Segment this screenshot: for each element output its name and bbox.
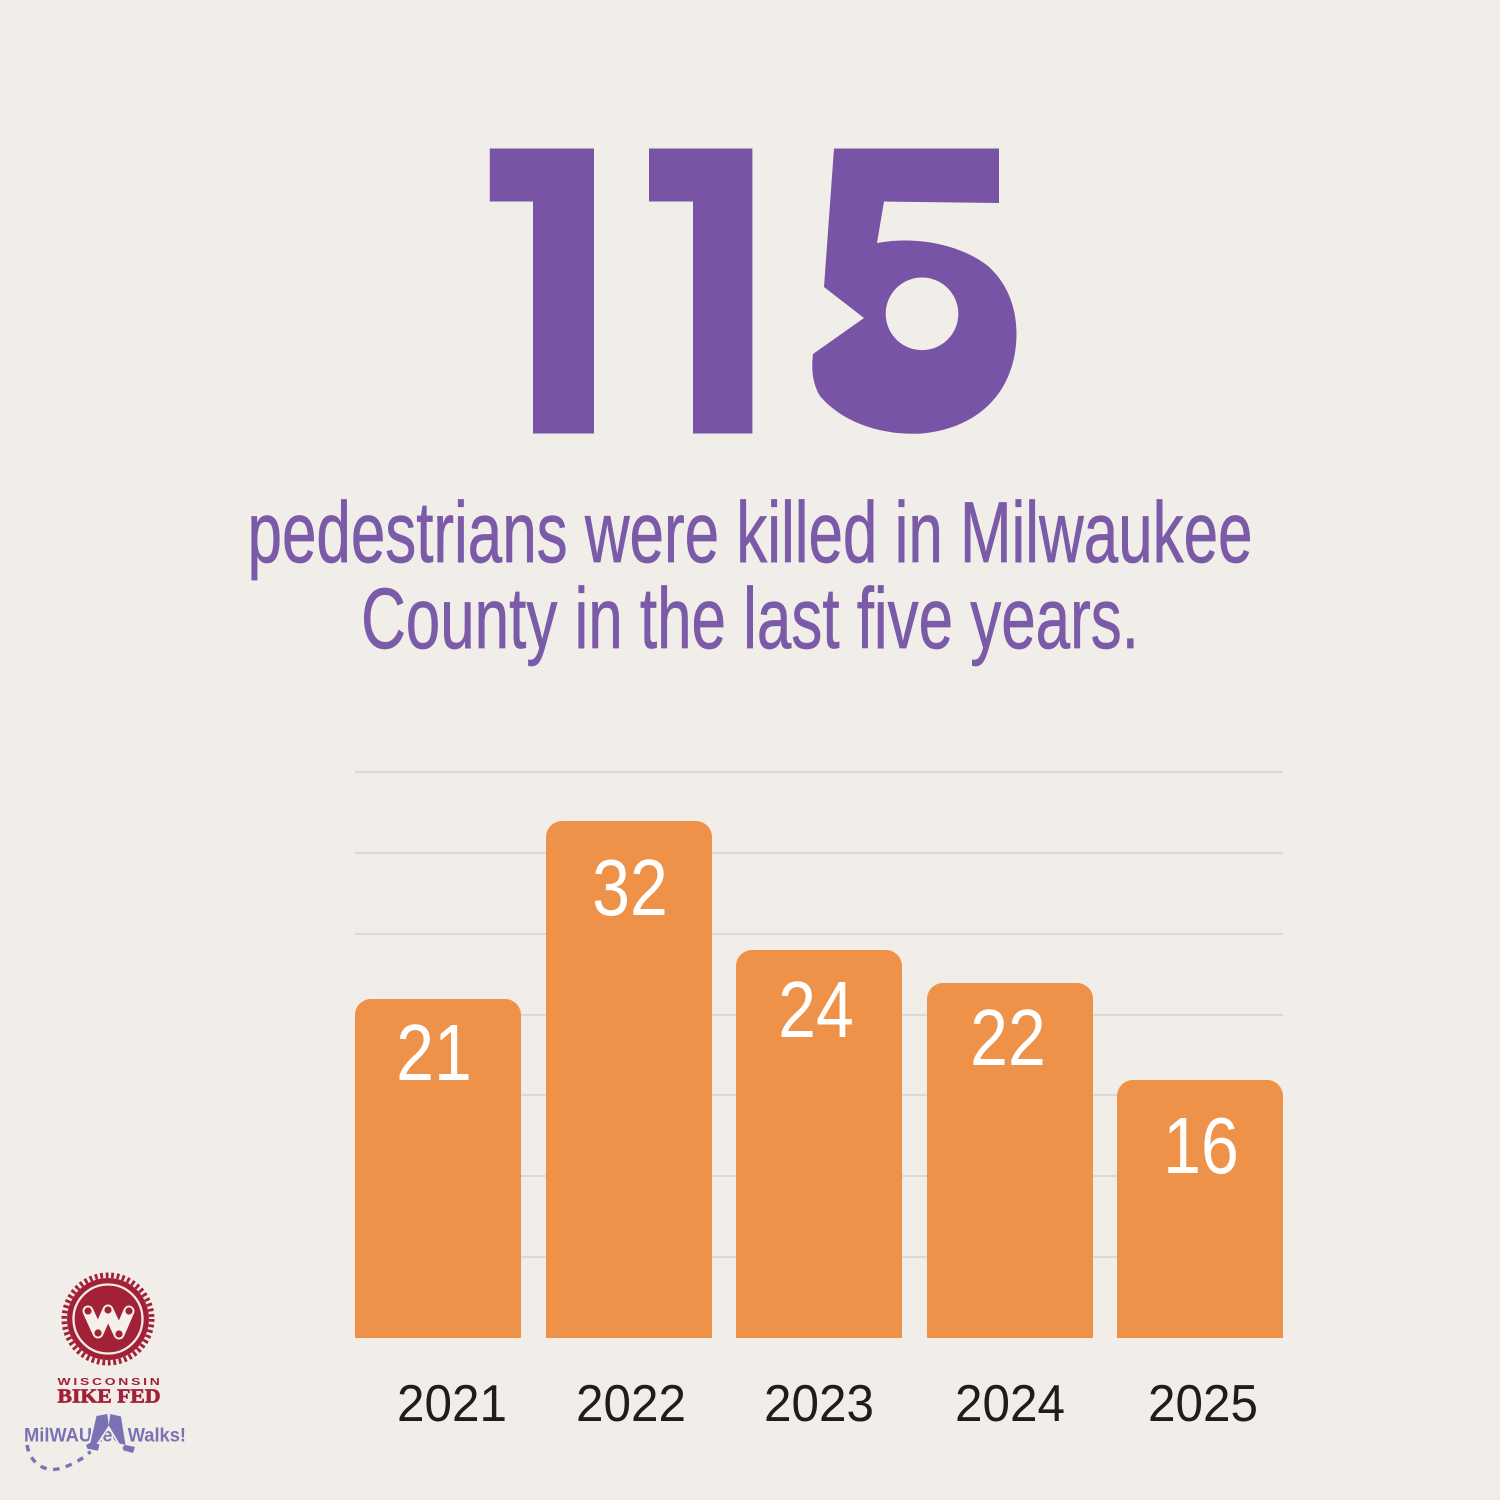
svg-text:WISCONSIN: WISCONSIN bbox=[58, 1377, 163, 1388]
svg-text:BIKE FED: BIKE FED bbox=[58, 1386, 161, 1408]
svg-text:MilWAUkee Walks!: MilWAUkee Walks! bbox=[24, 1426, 186, 1447]
